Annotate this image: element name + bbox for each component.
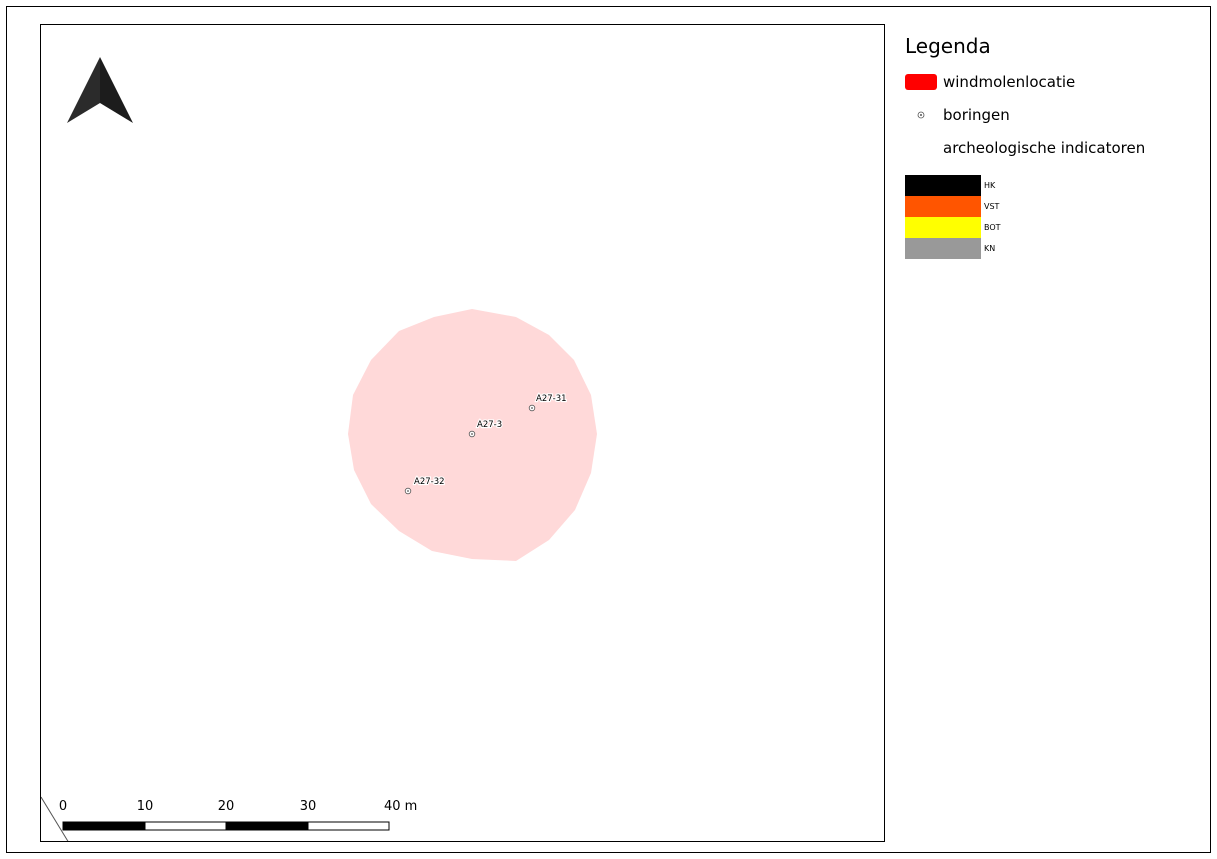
indicator-label: BOT <box>984 223 1001 232</box>
indicator-label: VST <box>984 202 1000 211</box>
legend-item-boring: boringen <box>905 104 1010 126</box>
legend-item-indicators: archeologische indicatoren <box>905 137 1145 159</box>
boring-point[interactable]: A27-3 <box>468 419 503 438</box>
indicator-swatch <box>905 238 981 259</box>
boring-icon <box>905 110 937 120</box>
indicator-label: KN <box>984 244 996 253</box>
boring-point[interactable]: A27-32 <box>404 476 446 495</box>
legend-label-windmill: windmolenlocatie <box>943 73 1076 91</box>
boring-label: A27-3 <box>477 420 502 430</box>
indicator-vst: VST <box>905 196 999 217</box>
indicator-label: HK <box>984 181 996 190</box>
legend-label-indicators: archeologische indicatoren <box>943 139 1146 157</box>
legend-label-boring: boringen <box>943 106 1010 124</box>
legend-item-windmill: windmolenlocatie <box>905 71 1075 93</box>
scale-label-10: 10 <box>137 799 154 814</box>
legend-title: Legenda <box>905 34 991 58</box>
indicator-bot: BOT <box>905 217 1001 238</box>
indicator-hk: HK <box>905 175 995 196</box>
map-frame[interactable]: A27-31 A27-3 A27-32 0 10 20 30 40 m <box>40 24 885 842</box>
scale-label-40: 40 m <box>384 799 417 814</box>
north-arrow-icon <box>67 57 133 123</box>
scale-label-20: 20 <box>218 799 235 814</box>
windmill-swatch <box>905 74 937 90</box>
boring-point[interactable]: A27-31 <box>528 393 568 412</box>
indicator-swatch <box>905 196 981 217</box>
indicator-kn: KN <box>905 238 995 259</box>
indicator-swatch <box>905 217 981 238</box>
map-canvas: A27-31 A27-3 A27-32 0 10 20 30 40 m <box>41 57 597 841</box>
scale-label-30: 30 <box>300 799 317 814</box>
boring-label: A27-31 <box>536 394 567 404</box>
indicator-swatch <box>905 175 981 196</box>
boring-label: A27-32 <box>414 477 445 487</box>
scale-label-0: 0 <box>59 799 67 814</box>
scale-bar: 0 10 20 30 40 m <box>41 796 417 841</box>
